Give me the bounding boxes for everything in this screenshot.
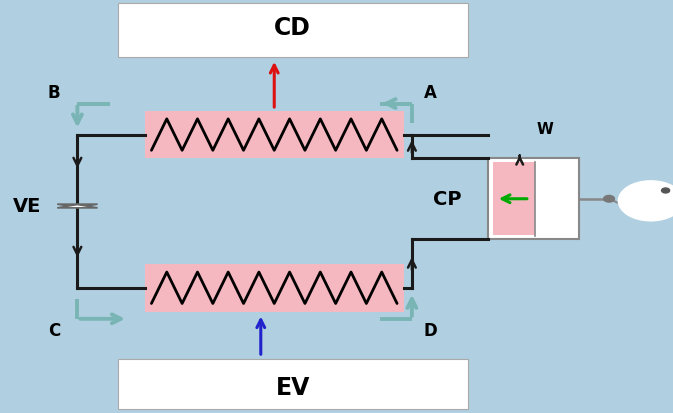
Polygon shape	[57, 205, 98, 208]
Polygon shape	[57, 205, 98, 208]
Text: A: A	[424, 84, 437, 102]
FancyBboxPatch shape	[145, 264, 404, 312]
Text: B: B	[48, 84, 60, 102]
FancyBboxPatch shape	[118, 359, 468, 409]
Text: CD: CD	[275, 17, 311, 40]
Circle shape	[618, 182, 673, 221]
Circle shape	[662, 188, 670, 193]
Text: EV: EV	[275, 375, 310, 399]
FancyBboxPatch shape	[118, 4, 468, 58]
FancyBboxPatch shape	[488, 159, 579, 240]
FancyBboxPatch shape	[493, 162, 535, 235]
Text: C: C	[48, 321, 60, 339]
FancyBboxPatch shape	[145, 112, 404, 159]
Text: CP: CP	[433, 190, 461, 209]
Text: W: W	[536, 121, 553, 136]
Text: VE: VE	[13, 197, 41, 216]
Circle shape	[604, 196, 614, 203]
Text: D: D	[424, 321, 437, 339]
